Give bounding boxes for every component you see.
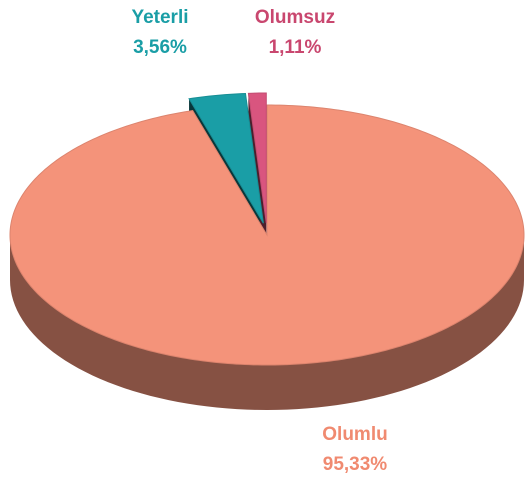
slice-label: Olumlu <box>322 424 387 445</box>
slice <box>9 104 525 366</box>
slice-value: 95,33% <box>323 454 388 475</box>
slice <box>247 92 267 224</box>
slice-value: 1,11% <box>269 37 322 58</box>
slice-label: Olumsuz <box>255 7 335 28</box>
slice-value: 3,56% <box>133 37 187 58</box>
slice-label: Yeterli <box>131 7 188 28</box>
slice-side <box>10 235 524 410</box>
slice <box>188 92 264 224</box>
